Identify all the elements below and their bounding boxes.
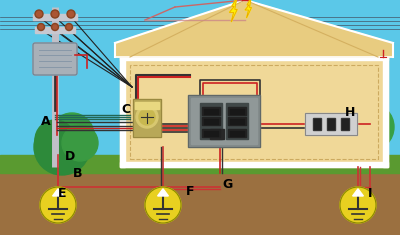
Circle shape	[50, 113, 94, 157]
Bar	[328, 119, 334, 129]
FancyBboxPatch shape	[33, 43, 77, 75]
Bar	[226, 103, 248, 139]
Bar	[230, 131, 244, 136]
Text: G: G	[223, 178, 233, 191]
Bar	[35, 27, 75, 33]
Circle shape	[346, 103, 394, 151]
Bar	[305, 113, 357, 135]
Polygon shape	[158, 189, 168, 196]
Bar	[383, 57, 388, 167]
Text: A: A	[41, 114, 51, 128]
Bar	[341, 118, 349, 130]
Circle shape	[51, 10, 59, 18]
Bar	[135, 102, 159, 109]
Bar	[202, 129, 220, 137]
Bar	[305, 113, 357, 135]
Circle shape	[62, 125, 98, 161]
Bar	[130, 65, 378, 159]
Bar	[204, 119, 218, 124]
Circle shape	[52, 24, 58, 31]
Bar	[230, 119, 244, 124]
Text: E: E	[58, 187, 66, 200]
Circle shape	[323, 118, 367, 162]
Circle shape	[67, 25, 71, 29]
Text: I: I	[368, 187, 372, 200]
Bar	[133, 99, 161, 137]
Polygon shape	[353, 189, 363, 196]
Bar	[0, 167, 400, 235]
Polygon shape	[115, 0, 393, 57]
Bar	[204, 109, 218, 114]
Bar	[188, 95, 260, 147]
Bar	[313, 118, 321, 130]
Circle shape	[35, 10, 43, 18]
Bar	[120, 162, 388, 167]
Bar	[342, 119, 348, 129]
Polygon shape	[230, 0, 237, 22]
Bar	[314, 119, 320, 129]
Circle shape	[40, 187, 76, 223]
Bar	[120, 56, 388, 60]
Bar	[204, 131, 218, 136]
Circle shape	[145, 187, 181, 223]
Circle shape	[53, 25, 57, 29]
Circle shape	[34, 119, 90, 175]
Bar	[228, 129, 246, 137]
Bar	[202, 107, 220, 115]
Text: H: H	[345, 106, 355, 119]
Bar	[0, 155, 400, 173]
Bar	[200, 103, 222, 139]
Bar	[133, 99, 161, 137]
Bar	[230, 109, 244, 114]
Polygon shape	[53, 189, 64, 196]
Circle shape	[35, 120, 75, 160]
Circle shape	[38, 24, 44, 31]
Bar	[327, 118, 335, 130]
Circle shape	[68, 12, 74, 16]
Circle shape	[67, 10, 75, 18]
Circle shape	[66, 24, 72, 31]
Circle shape	[347, 125, 383, 161]
Bar	[191, 98, 257, 144]
Polygon shape	[245, 0, 252, 18]
Bar	[120, 57, 125, 167]
Text: D: D	[65, 150, 75, 163]
Bar	[202, 117, 220, 125]
Bar	[33, 14, 77, 20]
Bar	[210, 129, 224, 139]
Circle shape	[52, 12, 58, 16]
Text: F: F	[186, 185, 194, 198]
Circle shape	[36, 12, 42, 16]
Circle shape	[340, 187, 376, 223]
Bar	[120, 57, 388, 167]
Text: B: B	[73, 167, 83, 180]
Text: C: C	[122, 103, 130, 116]
Bar	[228, 107, 246, 115]
Circle shape	[139, 109, 155, 125]
Bar	[228, 117, 246, 125]
Bar	[188, 95, 260, 147]
Circle shape	[325, 105, 385, 165]
Circle shape	[39, 25, 43, 29]
Circle shape	[136, 106, 158, 128]
